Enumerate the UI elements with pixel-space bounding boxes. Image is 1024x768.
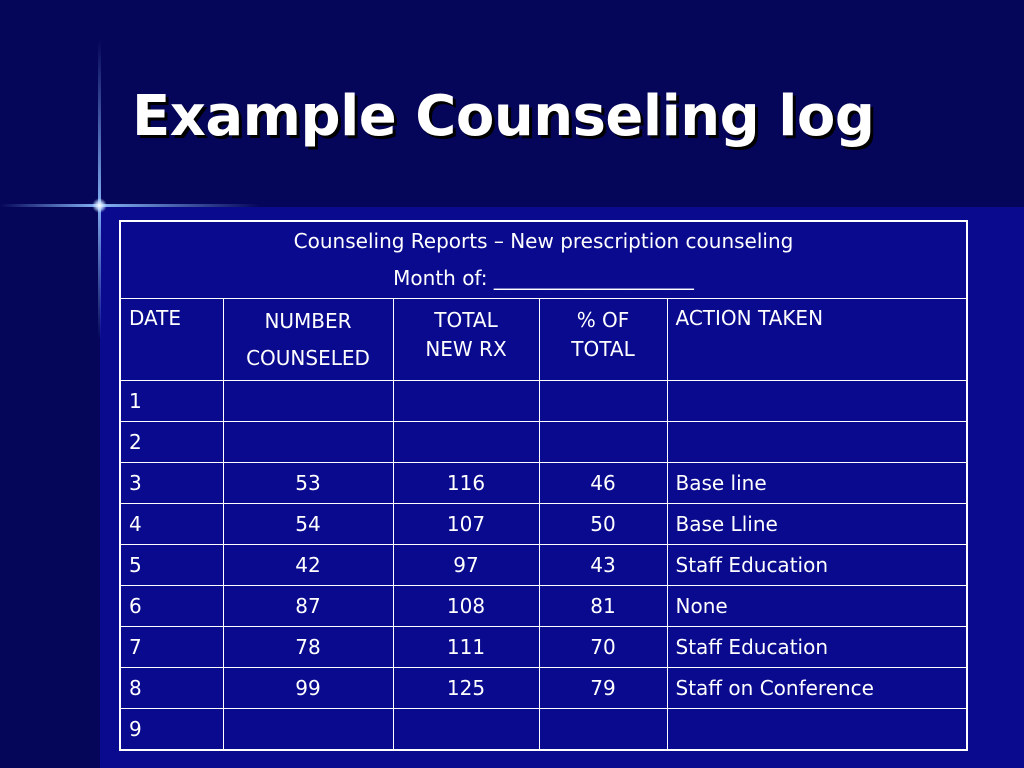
table-row: 8 99 125 79 Staff on Conference xyxy=(119,667,968,709)
table-row: 1 xyxy=(119,380,968,422)
cell-total-new-rx xyxy=(392,708,540,751)
table-row: 4 54 107 50 Base Lline xyxy=(119,503,968,545)
cell-action xyxy=(666,708,968,751)
table-row: 7 78 111 70 Staff Education xyxy=(119,626,968,668)
title-band xyxy=(0,0,1024,207)
column-header-text: NUMBER xyxy=(264,309,352,333)
cell-action xyxy=(666,380,968,422)
cell-counseled xyxy=(222,380,394,422)
cell-date: 5 xyxy=(119,544,224,586)
cell-percent: 70 xyxy=(538,626,668,668)
table-row: 9 xyxy=(119,708,968,751)
cell-total-new-rx xyxy=(392,380,540,422)
cell-total-new-rx: 97 xyxy=(392,544,540,586)
cell-date: 7 xyxy=(119,626,224,668)
table-row: 6 87 108 81 None xyxy=(119,585,968,627)
column-header-text: TOTAL xyxy=(571,337,635,361)
cell-counseled xyxy=(222,708,394,751)
cell-action: Staff Education xyxy=(666,544,968,586)
cell-date: 9 xyxy=(119,708,224,751)
cell-total-new-rx xyxy=(392,421,540,463)
column-header-percent-of-total: % OF TOTAL xyxy=(538,298,668,381)
cell-date: 1 xyxy=(119,380,224,422)
column-header-number-counseled: NUMBER COUNSELED xyxy=(222,298,394,381)
counseling-log-table: Counseling Reports – New prescription co… xyxy=(119,220,969,751)
column-header-text: TOTAL xyxy=(434,308,498,332)
cell-counseled xyxy=(222,421,394,463)
column-header-text: ACTION TAKEN xyxy=(675,306,824,330)
cell-percent: 79 xyxy=(538,667,668,709)
cell-counseled: 99 xyxy=(222,667,394,709)
report-header-row: Counseling Reports – New prescription co… xyxy=(119,220,968,299)
cell-percent: 46 xyxy=(538,462,668,504)
cell-percent xyxy=(538,708,668,751)
column-header-text: NEW RX xyxy=(425,337,507,361)
cell-date: 8 xyxy=(119,667,224,709)
column-header-text: COUNSELED xyxy=(246,346,370,370)
cell-counseled: 78 xyxy=(222,626,394,668)
column-header-action-taken: ACTION TAKEN xyxy=(666,298,968,381)
column-header-row: DATE NUMBER COUNSELED TOTAL NEW RX % OF … xyxy=(119,298,968,381)
month-line: Month of: ____________________ xyxy=(393,266,694,290)
table-row: 2 xyxy=(119,421,968,463)
cell-date: 6 xyxy=(119,585,224,627)
cell-percent xyxy=(538,380,668,422)
left-band xyxy=(0,207,100,768)
cell-date: 2 xyxy=(119,421,224,463)
table-row: 3 53 116 46 Base line xyxy=(119,462,968,504)
report-header-cell: Counseling Reports – New prescription co… xyxy=(119,220,968,299)
cell-total-new-rx: 107 xyxy=(392,503,540,545)
cell-counseled: 53 xyxy=(222,462,394,504)
cell-total-new-rx: 108 xyxy=(392,585,540,627)
cell-percent: 43 xyxy=(538,544,668,586)
cell-action xyxy=(666,421,968,463)
cell-percent: 81 xyxy=(538,585,668,627)
column-header-date: DATE xyxy=(119,298,224,381)
cell-percent: 50 xyxy=(538,503,668,545)
cell-counseled: 54 xyxy=(222,503,394,545)
cell-total-new-rx: 125 xyxy=(392,667,540,709)
cell-total-new-rx: 111 xyxy=(392,626,540,668)
sparkle-icon xyxy=(92,198,107,213)
decorative-horizontal-line xyxy=(0,204,260,207)
cell-counseled: 42 xyxy=(222,544,394,586)
cell-action: Staff Education xyxy=(666,626,968,668)
cell-total-new-rx: 116 xyxy=(392,462,540,504)
decorative-vertical-line xyxy=(98,40,101,340)
cell-date: 4 xyxy=(119,503,224,545)
cell-date: 3 xyxy=(119,462,224,504)
cell-action: Base line xyxy=(666,462,968,504)
column-header-text: % OF xyxy=(576,308,630,332)
report-title: Counseling Reports – New prescription co… xyxy=(293,229,794,253)
column-header-total-new-rx: TOTAL NEW RX xyxy=(392,298,540,381)
cell-percent xyxy=(538,421,668,463)
cell-action: Staff on Conference xyxy=(666,667,968,709)
table-row: 5 42 97 43 Staff Education xyxy=(119,544,968,586)
column-header-text: DATE xyxy=(129,306,182,330)
cell-action: None xyxy=(666,585,968,627)
cell-action: Base Lline xyxy=(666,503,968,545)
cell-counseled: 87 xyxy=(222,585,394,627)
slide-title: Example Counseling log xyxy=(132,84,875,149)
